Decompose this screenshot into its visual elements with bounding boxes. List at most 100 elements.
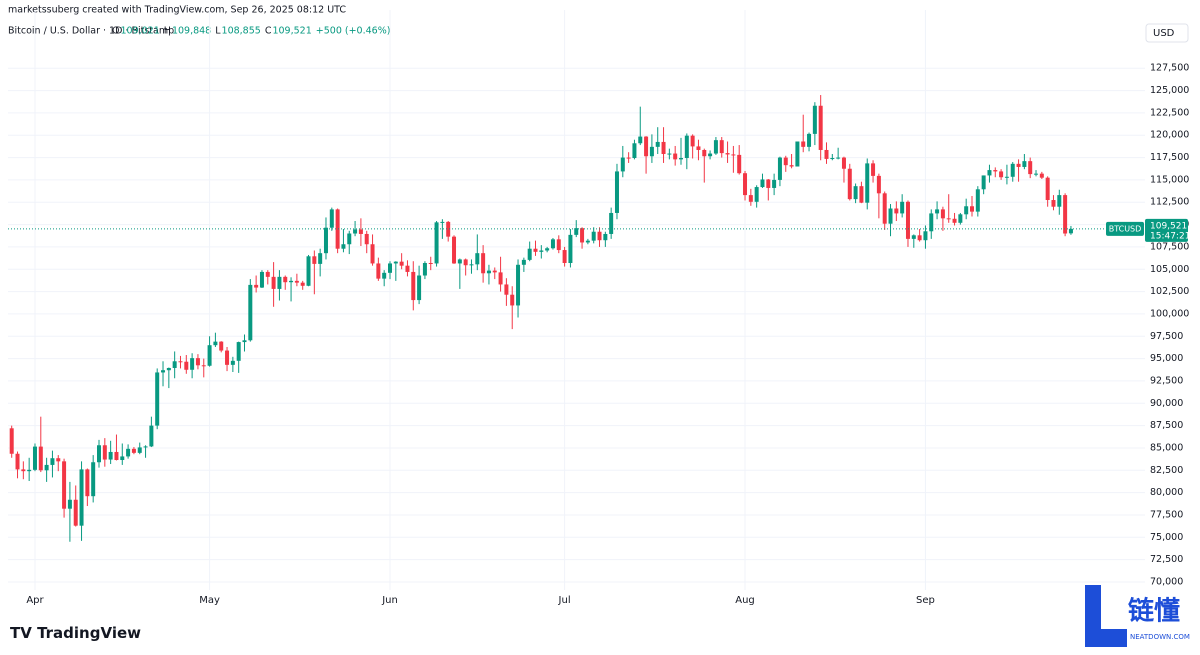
candle-body [905,201,910,239]
tag-price: 109,521 [1150,221,1187,231]
candle-body [696,146,701,150]
x-tick-label: Jun [381,595,398,606]
candle-body [946,218,951,220]
candle-body [67,499,72,509]
candle-body [795,141,800,167]
candle-body [725,153,730,155]
candle-body [265,271,270,277]
candle-body [1039,173,1044,178]
candle-body [178,361,183,363]
candle-body [434,222,439,264]
x-tick-label: Sep [916,595,935,606]
candle-body [38,446,43,471]
y-tick-label: 107,500 [1150,241,1189,252]
candle-body [516,264,521,306]
y-tick-label: 97,500 [1150,331,1183,342]
candle-body [137,447,142,453]
logo-text: 𝗧𝗩 TradingView [10,624,141,642]
x-tick-label: Jul [558,595,571,606]
candle-body [894,208,899,214]
candle-body [836,157,841,159]
currency-box [1145,23,1189,43]
candle-body [1004,176,1009,178]
candle-body [999,171,1004,178]
candle-body [1063,195,1068,234]
candle-body [201,365,206,367]
candle-body [294,280,299,283]
candle-body [952,218,957,223]
candle-body [1028,161,1033,175]
candle-body [457,259,462,264]
logo: TradingView [37,624,141,642]
candle-body [731,154,736,156]
candle-body [1057,195,1062,207]
candle-body [149,425,154,447]
candle-body [585,240,590,243]
candle-body [521,259,526,265]
candle-body [248,284,253,341]
candle-body [609,212,614,234]
candle-body [393,261,398,264]
y-tick-label: 75,000 [1150,532,1183,543]
watermark-title: 链懂 [1128,596,1180,627]
candle-body [405,265,410,272]
tag-symbol-box [1106,221,1144,236]
candle-body [911,235,916,239]
candle-body [254,284,259,288]
ohlc-value: 109,848 [172,26,211,37]
candle-body [853,186,858,200]
candle-body [876,175,881,194]
candle-body [259,271,264,288]
candle-body [399,261,404,266]
candle-body [172,361,177,368]
y-tick-label: 105,000 [1150,264,1189,275]
change: +500 (+0.46%) [316,26,391,37]
ohlc-value: 109,521 [272,26,311,37]
y-tick-label: 72,500 [1150,554,1183,565]
candle-body [679,158,683,160]
candle-body [667,153,672,155]
tag-price-box [1145,218,1188,242]
candle-body [213,341,218,346]
y-tick-label: 102,500 [1150,286,1189,297]
candle-body [504,284,509,295]
candle-body [935,209,940,214]
y-tick-label: 87,500 [1150,420,1183,431]
candle-body [929,213,934,232]
candle-body [801,141,806,147]
y-tick-label: 115,000 [1150,174,1189,185]
y-tick-label: 120,000 [1150,130,1189,141]
candle-body [62,461,67,509]
attribution: marketssuberg created with TradingView.c… [8,5,346,16]
candle-body [568,234,573,263]
candle-body [102,445,107,460]
candle-body [777,157,782,180]
candle-body [958,214,963,223]
candle-body [900,201,905,214]
candle-body [32,446,37,470]
candle-body [382,272,387,279]
candle-body [556,239,561,251]
candle-body [492,270,497,273]
ohlc-value: 109,021 [120,26,159,37]
candle-body [702,149,707,157]
candle-body [614,171,619,213]
candle-body [533,248,538,252]
candle-body [417,275,422,301]
candle-body [195,358,200,366]
candle-body [9,428,14,454]
candle-body [684,135,689,159]
candle-body [638,136,643,144]
candle-body [1016,163,1021,167]
candle-body [318,253,323,264]
candle-body [527,248,532,260]
candle-body [644,136,649,157]
candle-body [225,350,230,365]
candle-body [56,458,61,462]
y-tick-label: 100,000 [1150,308,1189,319]
x-tick-label: Apr [26,595,44,606]
x-tick-label: May [199,595,220,606]
candle-body [760,179,765,188]
